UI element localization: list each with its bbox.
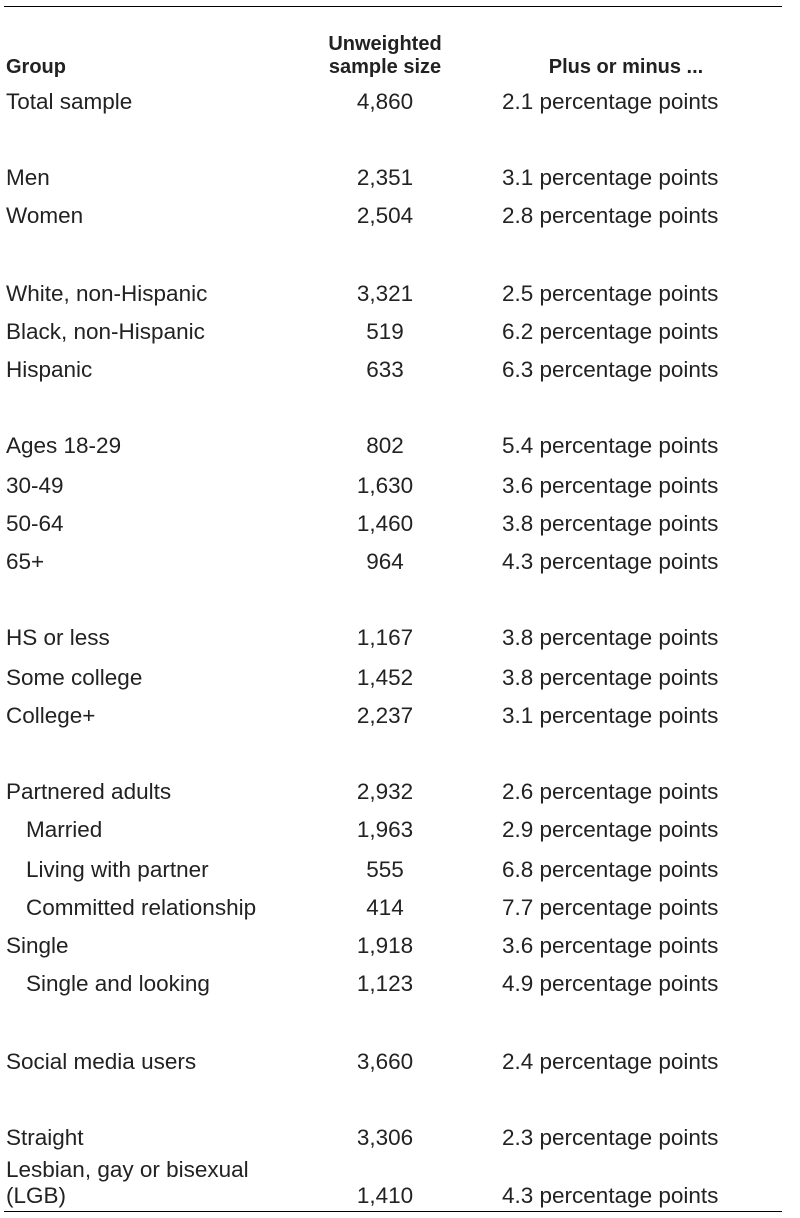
group-label: Total sample <box>6 89 133 114</box>
sample-size-value: 1,452 <box>356 665 414 690</box>
margin-of-error-value: 3.6 percentage points <box>502 933 719 958</box>
group-label: Women <box>6 203 84 228</box>
sample-size-value: 2,932 <box>356 779 414 804</box>
margin-of-error-value: 3.6 percentage points <box>502 473 719 498</box>
group-label: Social media users <box>6 1049 197 1074</box>
sample-size-value: 633 <box>366 357 404 382</box>
margin-of-error-value: 6.3 percentage points <box>502 357 719 382</box>
margin-of-error-value: 2.3 percentage points <box>502 1125 719 1150</box>
margin-of-error-value: 2.8 percentage points <box>502 203 719 228</box>
sample-size-value: 519 <box>366 319 404 344</box>
margin-of-error-value: 2.1 percentage points <box>502 89 719 114</box>
margin-of-error-value: 6.2 percentage points <box>502 319 719 344</box>
margin-of-error-value: 3.1 percentage points <box>502 703 719 728</box>
margin-of-error-value: 2.4 percentage points <box>502 1049 719 1074</box>
table-top-rule <box>4 6 782 7</box>
group-label: Some college <box>6 665 143 690</box>
sample-size-value: 2,237 <box>356 703 414 728</box>
group-label: 65+ <box>6 549 45 574</box>
group-label: Partnered adults <box>6 779 172 804</box>
sample-size-value: 1,123 <box>356 971 414 996</box>
margin-of-error-value: 4.9 percentage points <box>502 971 719 996</box>
group-label: 30-49 <box>6 473 64 498</box>
sample-size-value: 1,918 <box>356 933 414 958</box>
margin-of-error-value: 3.1 percentage points <box>502 165 719 190</box>
margin-of-error-value: 3.8 percentage points <box>502 665 719 690</box>
sample-size-value: 2,504 <box>356 203 414 228</box>
group-label: College+ <box>6 703 96 728</box>
margin-of-error-value: 4.3 percentage points <box>502 1183 719 1208</box>
column-header-group: Group <box>6 56 66 78</box>
sample-size-value: 964 <box>366 549 404 574</box>
group-label: Hispanic <box>6 357 93 382</box>
group-label: Committed relationship <box>26 895 257 920</box>
group-label: Lesbian, gay or bisexual (LGB) <box>6 1157 249 1208</box>
group-label: Men <box>6 165 50 190</box>
group-label: 50-64 <box>6 511 64 536</box>
margin-of-error-value: 5.4 percentage points <box>502 433 719 458</box>
sample-size-value: 1,963 <box>356 817 414 842</box>
margin-of-error-value: 3.8 percentage points <box>502 625 719 650</box>
sample-size-value: 555 <box>366 857 404 882</box>
sample-size-value: 414 <box>366 895 404 920</box>
group-label: Married <box>26 817 103 842</box>
sample-size-value: 4,860 <box>356 89 414 114</box>
group-label: HS or less <box>6 625 110 650</box>
margin-of-error-value: 4.3 percentage points <box>502 549 719 574</box>
sample-size-value: 3,660 <box>356 1049 414 1074</box>
sample-size-value: 1,167 <box>356 625 414 650</box>
table-bottom-rule <box>4 1211 782 1212</box>
sample-size-value: 1,460 <box>356 511 414 536</box>
sample-size-value: 3,321 <box>356 281 414 306</box>
margin-of-error-value: 7.7 percentage points <box>502 895 719 920</box>
column-header-sample-size: Unweighted sample size <box>328 33 442 78</box>
group-label: Single and looking <box>26 971 210 996</box>
group-label: Black, non-Hispanic <box>6 319 205 344</box>
group-label: Straight <box>6 1125 84 1150</box>
sample-size-value: 2,351 <box>356 165 414 190</box>
sample-size-value: 1,410 <box>356 1183 414 1208</box>
margin-of-error-value: 3.8 percentage points <box>502 511 719 536</box>
sample-size-value: 3,306 <box>356 1125 414 1150</box>
sample-size-value: 1,630 <box>356 473 414 498</box>
margin-of-error-value: 2.6 percentage points <box>502 779 719 804</box>
margin-of-error-value: 6.8 percentage points <box>502 857 719 882</box>
margin-of-error-value: 2.5 percentage points <box>502 281 719 306</box>
group-label: Living with partner <box>26 857 209 882</box>
margin-of-error-value: 2.9 percentage points <box>502 817 719 842</box>
group-label: Single <box>6 933 69 958</box>
group-label: Ages 18-29 <box>6 433 122 458</box>
sample-size-value: 802 <box>366 433 404 458</box>
column-header-margin-of-error: Plus or minus ... <box>548 56 704 78</box>
group-label: White, non-Hispanic <box>6 281 208 306</box>
